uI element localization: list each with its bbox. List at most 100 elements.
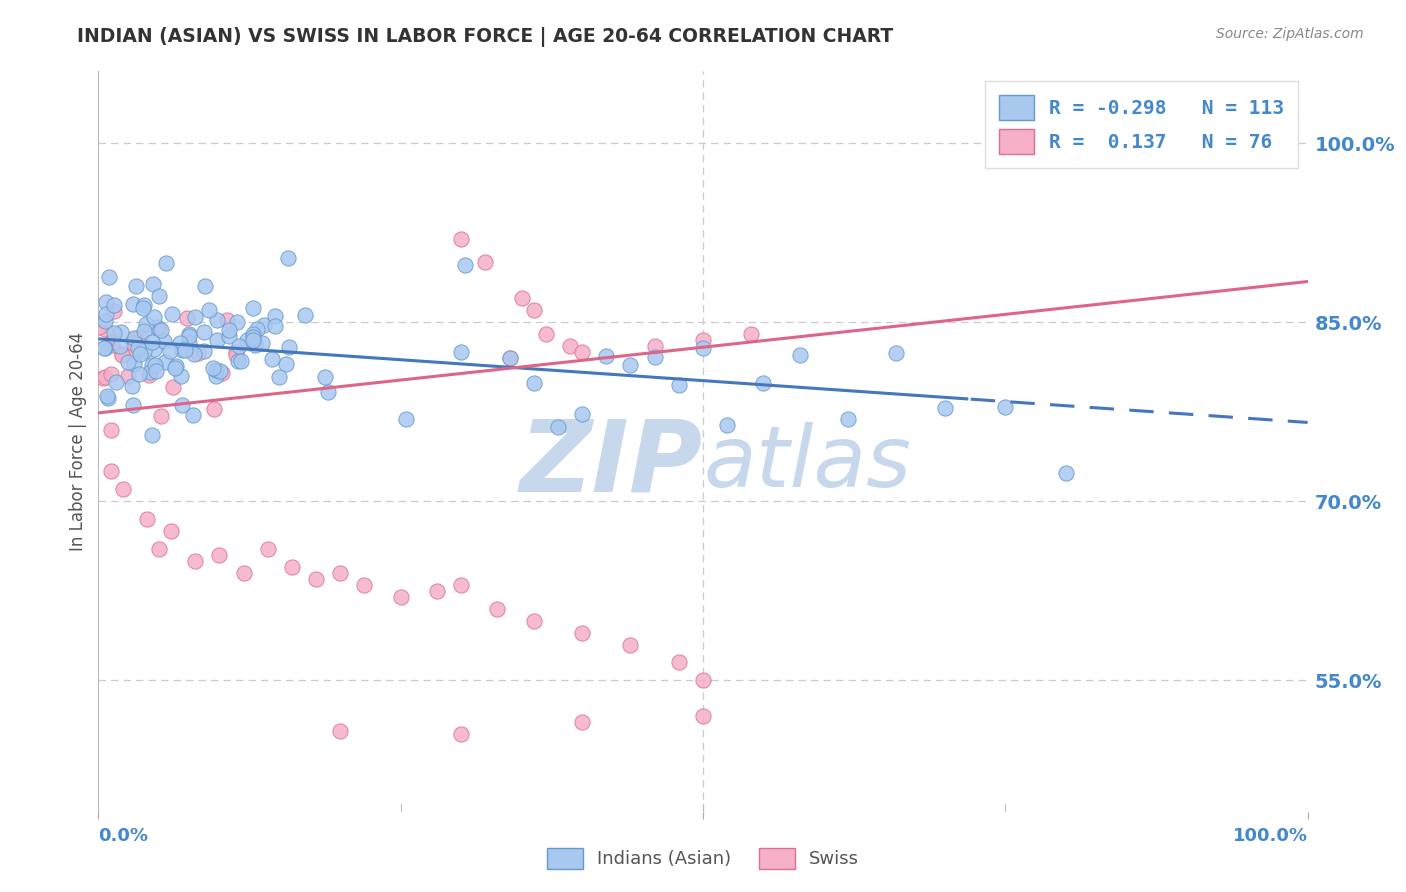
Point bbox=[235, 333, 257, 347]
Point bbox=[789, 348, 811, 362]
Point bbox=[316, 385, 339, 400]
Point bbox=[142, 310, 165, 324]
Point bbox=[150, 409, 173, 423]
Point bbox=[571, 345, 593, 359]
Point bbox=[159, 344, 181, 359]
Text: atlas: atlas bbox=[703, 422, 911, 505]
Point bbox=[139, 365, 162, 379]
Point bbox=[94, 295, 117, 310]
Point bbox=[994, 400, 1017, 414]
Point bbox=[208, 548, 231, 562]
Point bbox=[184, 554, 207, 568]
Point bbox=[523, 614, 546, 628]
Point bbox=[177, 336, 200, 351]
Point bbox=[264, 310, 287, 324]
Point bbox=[103, 326, 125, 340]
Point bbox=[127, 342, 149, 356]
Point bbox=[155, 354, 177, 368]
Point bbox=[160, 524, 183, 538]
Point bbox=[125, 279, 148, 293]
Text: 0.0%: 0.0% bbox=[98, 828, 149, 846]
Point bbox=[176, 311, 198, 326]
Point bbox=[162, 380, 184, 394]
Point bbox=[148, 322, 170, 336]
Point bbox=[692, 673, 714, 688]
Point bbox=[389, 590, 412, 604]
Point bbox=[314, 369, 336, 384]
Point bbox=[246, 321, 269, 335]
Point bbox=[242, 301, 264, 315]
Point bbox=[121, 297, 143, 311]
Point bbox=[215, 313, 238, 327]
Point bbox=[209, 364, 232, 378]
Point bbox=[142, 342, 165, 356]
Point bbox=[242, 334, 264, 348]
Point bbox=[243, 338, 266, 352]
Point bbox=[274, 357, 297, 371]
Point bbox=[100, 338, 122, 352]
Point bbox=[145, 364, 167, 378]
Point bbox=[160, 307, 183, 321]
Point bbox=[117, 369, 139, 384]
Point bbox=[450, 231, 472, 245]
Point bbox=[93, 341, 115, 355]
Point bbox=[395, 412, 418, 426]
Point bbox=[1054, 466, 1077, 480]
Point bbox=[117, 355, 139, 369]
Point bbox=[141, 358, 163, 372]
Point bbox=[96, 388, 118, 402]
Point bbox=[124, 357, 146, 371]
Point bbox=[253, 318, 276, 333]
Point bbox=[155, 255, 177, 269]
Point bbox=[228, 339, 250, 353]
Point bbox=[534, 327, 557, 342]
Point bbox=[135, 317, 157, 331]
Point bbox=[426, 583, 449, 598]
Point bbox=[523, 303, 546, 318]
Point bbox=[141, 428, 163, 442]
Point bbox=[450, 345, 472, 359]
Point bbox=[100, 464, 122, 478]
Point bbox=[100, 335, 122, 350]
Point bbox=[264, 318, 287, 333]
Point bbox=[644, 339, 666, 353]
Point bbox=[148, 288, 170, 302]
Point bbox=[111, 483, 134, 497]
Point bbox=[205, 334, 228, 348]
Point bbox=[181, 408, 204, 422]
Point bbox=[103, 304, 125, 318]
Point bbox=[454, 258, 477, 272]
Y-axis label: In Labor Force | Age 20-64: In Labor Force | Age 20-64 bbox=[69, 332, 87, 551]
Point bbox=[305, 572, 328, 586]
Point bbox=[110, 325, 132, 339]
Point bbox=[122, 332, 145, 346]
Point bbox=[122, 398, 145, 412]
Point bbox=[740, 327, 762, 342]
Point bbox=[177, 326, 200, 341]
Point bbox=[226, 354, 249, 368]
Point bbox=[294, 308, 316, 322]
Point bbox=[595, 349, 617, 363]
Point bbox=[129, 330, 152, 344]
Point bbox=[267, 370, 290, 384]
Point bbox=[183, 347, 205, 361]
Point bbox=[132, 344, 155, 359]
Point bbox=[169, 335, 191, 350]
Point bbox=[104, 375, 127, 389]
Point bbox=[450, 727, 472, 741]
Point bbox=[1272, 136, 1295, 150]
Point bbox=[205, 363, 228, 377]
Point bbox=[619, 358, 641, 372]
Point bbox=[198, 302, 221, 317]
Point bbox=[193, 344, 215, 359]
Point bbox=[837, 412, 859, 426]
Point bbox=[498, 351, 520, 365]
Point bbox=[886, 346, 908, 360]
Point bbox=[571, 715, 593, 730]
Point bbox=[202, 401, 225, 416]
Point bbox=[150, 323, 173, 337]
Point bbox=[225, 315, 247, 329]
Point bbox=[165, 359, 187, 373]
Point bbox=[692, 709, 714, 723]
Point bbox=[138, 368, 160, 382]
